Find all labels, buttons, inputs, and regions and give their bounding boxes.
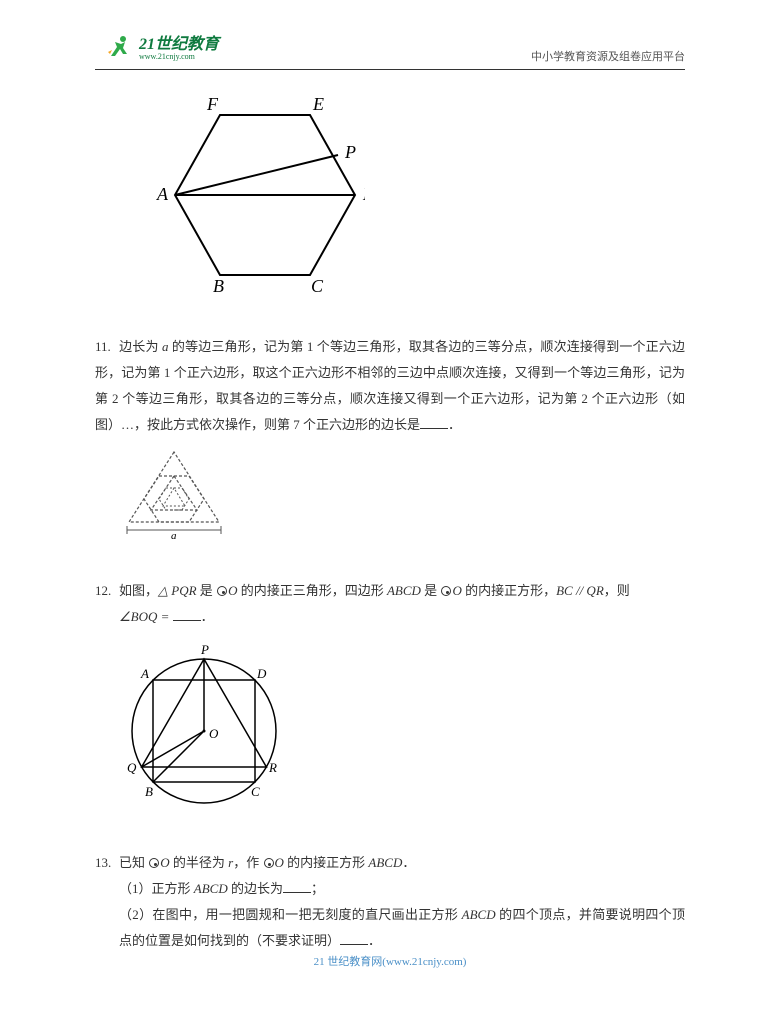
p12-circ-o2: O — [452, 583, 461, 598]
hexagon-svg: A B C D E F P — [135, 90, 365, 300]
p12-label-P: P — [200, 642, 209, 657]
circle-o-icon — [217, 586, 227, 596]
problem-12-number: 12. — [95, 578, 119, 604]
label-F: F — [206, 94, 219, 114]
p13-text-c: ，作 — [233, 855, 262, 870]
p12-text-d: 是 — [421, 583, 441, 598]
p11-text-b: 的等边三角形，记为第 1 个等边三角形，取其各边的三等分点，顺次连接得到一个正六… — [95, 339, 685, 432]
p13-sub1-a: （1）正方形 — [119, 881, 194, 896]
p12-tri: △ PQR — [158, 583, 197, 598]
problem-13: 13.已知 O 的半径为 r，作 O 的内接正方形 ABCD． （1）正方形 A… — [95, 850, 685, 954]
p12-label-O: O — [209, 726, 219, 741]
p13-circ-o: O — [160, 855, 169, 870]
p12-label-A: A — [140, 666, 149, 681]
circle-o-icon-3 — [149, 858, 159, 868]
p13-abcd: ABCD — [368, 855, 402, 870]
runner-icon — [105, 34, 135, 58]
label-C: C — [311, 276, 324, 296]
p13-blank-1 — [283, 879, 311, 893]
problem-11: 11.边长为 a 的等边三角形，记为第 1 个等边三角形，取其各边的三等分点，顺… — [95, 334, 685, 550]
p13-sub2-d: ． — [368, 933, 381, 948]
p11-blank — [420, 415, 448, 429]
p12-abcd: ABCD — [387, 583, 421, 598]
problem-11-number: 11. — [95, 334, 119, 360]
hexagon-figure: A B C D E F P — [135, 90, 685, 304]
p13-text-d: 的内接正方形 — [284, 855, 369, 870]
p11-text-a: 边长为 — [119, 339, 162, 354]
p12-bcqr: BC // QR — [556, 583, 604, 598]
p11-figure: a — [119, 446, 685, 550]
logo-url: www.21cnjy.com — [139, 52, 219, 61]
p13-text-e: ． — [402, 855, 415, 870]
label-P: P — [344, 142, 356, 162]
circle-o-icon-4 — [264, 858, 274, 868]
p13-sub2-a: （2）在图中，用一把圆规和一把无刻度的直尺画出正方形 — [119, 907, 462, 922]
problem-12: 12.如图，△ PQR 是 O 的内接正三角形，四边形 ABCD 是 O 的内接… — [95, 578, 685, 822]
p12-label-Q: Q — [127, 760, 137, 775]
p13-sub1-c: 的边长为 — [228, 881, 283, 896]
p12-text-f: ，则 — [604, 583, 630, 598]
p13-circ-o2: O — [275, 855, 284, 870]
problem-13-number: 13. — [95, 850, 119, 876]
circle-o-icon-2 — [441, 586, 451, 596]
p12-figure: P Q R A B C D O — [119, 638, 685, 822]
p12-blank — [173, 607, 201, 621]
p13-text-b: 的半径为 — [170, 855, 229, 870]
p13-sub2-b: ABCD — [462, 907, 496, 922]
logo: 21世纪教育 www.21cnjy.com — [105, 30, 219, 61]
nested-triangle-svg: a — [119, 446, 229, 541]
p12-text-g: ． — [201, 609, 214, 624]
p12-text-c: 的内接正三角形，四边形 — [237, 583, 387, 598]
p11-fig-label-a: a — [171, 530, 177, 541]
circle-square-triangle-svg: P Q R A B C D O — [119, 638, 289, 813]
label-B: B — [213, 276, 224, 296]
p12-ang: ∠BOQ = — [119, 609, 173, 624]
logo-title: 21世纪教育 — [139, 36, 219, 53]
p12-label-B: B — [145, 784, 153, 799]
p13-sub1-b: ABCD — [194, 881, 228, 896]
page-footer: 21 世纪教育网(www.21cnjy.com) — [0, 953, 780, 969]
p12-label-R: R — [268, 760, 277, 775]
page-content: A B C D E F P 11.边长为 a 的等边三角形，记为第 1 个等边三… — [0, 70, 780, 954]
p12-label-C: C — [251, 784, 260, 799]
page-header: 21世纪教育 www.21cnjy.com 中小学教育资源及组卷应用平台 — [95, 0, 685, 70]
p12-text-b: 是 — [197, 583, 217, 598]
p12-text-e: 的内接正方形， — [462, 583, 556, 598]
p13-text-a: 已知 — [119, 855, 148, 870]
p13-sub1-d: ； — [311, 881, 324, 896]
label-E: E — [312, 94, 324, 114]
label-A: A — [156, 184, 169, 204]
p12-text-a: 如图， — [119, 583, 158, 598]
p11-text-c: ． — [448, 417, 461, 432]
label-D: D — [362, 184, 365, 204]
p13-blank-2 — [340, 931, 368, 945]
p12-label-D: D — [256, 666, 267, 681]
header-tagline: 中小学教育资源及组卷应用平台 — [531, 48, 685, 64]
